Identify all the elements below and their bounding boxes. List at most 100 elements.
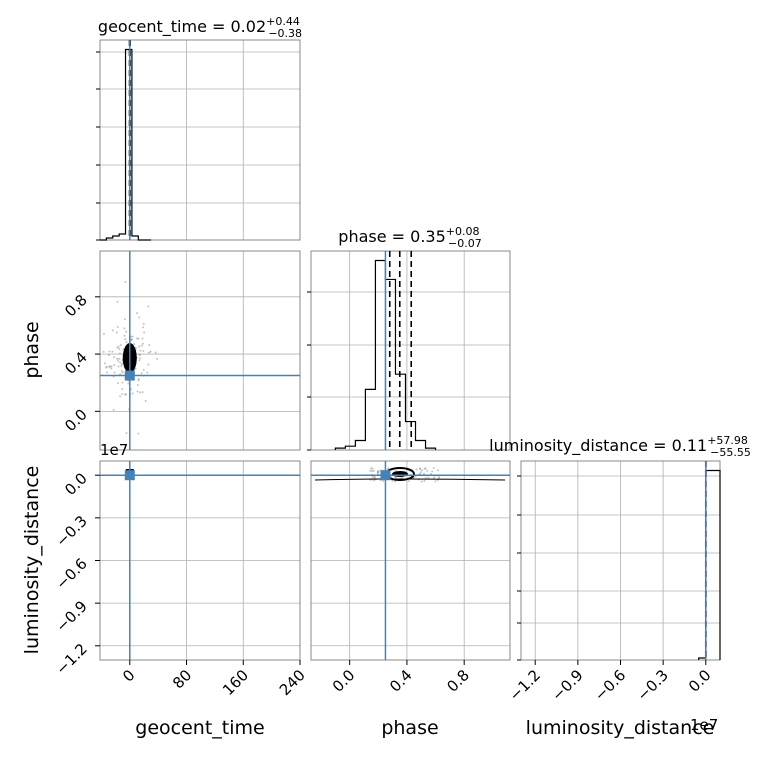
scatter-point [119,343,122,346]
scatter-point [138,391,141,394]
scatter-point [111,350,114,353]
scatter-point [137,377,140,380]
scatter-point [137,345,140,348]
scatter-point [423,472,426,475]
scatter-point [138,359,141,362]
scatter-point [146,371,149,374]
density-contour [392,471,408,477]
scatter-point [434,480,437,483]
scatter-point [154,351,157,354]
scatter-point [140,344,143,347]
scatter-point [420,471,423,474]
scatter-point [117,382,120,385]
scatter-point [123,318,126,321]
scatter-point [371,475,374,478]
truth-marker [380,470,391,481]
scatter-point [121,387,124,390]
tick-label-luminosity-distance: 0.0 [61,469,91,499]
scatter-point [134,346,137,349]
scatter-point [125,432,128,435]
scatter-point [394,480,397,483]
scatter-point [119,395,122,398]
scatter-point [148,343,151,346]
scatter-point [147,363,150,366]
x-axis-label-geocent-time: geocent_time [135,717,264,739]
scatter-point [116,357,119,360]
scatter-point [113,356,116,359]
scatter-point [421,469,424,472]
scatter-point [137,337,140,340]
scatter-point [119,373,122,376]
scatter-point [369,467,372,470]
scatter-point [136,383,139,386]
scatter-point [137,432,140,435]
y-axis-label-luminosity-distance: luminosity_distance [21,466,43,655]
scatter-point [147,305,150,308]
panel-phase-hist [310,250,511,451]
density-contour [314,478,506,481]
tick-label-luminosity-distance: −0.6 [52,555,90,593]
scatter-point [125,341,128,344]
scatter-point [149,350,152,353]
scatter-point [113,371,116,374]
scatter-point [141,342,144,345]
panel-title-luminosity-distance: luminosity_distance = 0.11+57.98 −55.55 [489,434,751,459]
scatter-point [139,357,142,360]
scatter-point [431,470,434,473]
scatter-point [103,362,106,365]
scatter-point [134,367,137,370]
scatter-point [423,479,426,482]
scatter-point [142,322,145,325]
scatter-point [430,472,433,475]
scatter-point [373,476,376,479]
scatter-point [110,367,113,370]
tick-label-luminosity-distance: −0.3 [633,666,671,704]
panel-ld-vs-phase [310,460,511,661]
scatter-point [110,365,113,368]
scatter-point [121,371,124,374]
scatter-point [143,331,146,334]
scatter-point [136,390,139,393]
scatter-point [121,381,124,384]
scatter-point [130,339,133,342]
scatter-point [113,364,116,367]
scatter-point [131,392,134,395]
y-axis-label-phase: phase [21,321,43,378]
hist-luminosity-distance [698,469,721,660]
panel-title-phase: phase = 0.35+0.08 −0.07 [338,225,481,250]
scatter-point [107,354,110,357]
tick-label-luminosity-distance: −1.2 [506,666,544,704]
hist-geocent-time [100,48,152,241]
scatter-point [139,349,142,352]
tick-label-phase: 0.8 [61,291,91,321]
scatter-point [144,399,147,402]
tick-label-phase: 0.4 [386,666,416,696]
scatter-point [139,353,142,356]
scatter-point [136,337,139,340]
tick-label-phase: 0.8 [443,666,473,696]
panel-phase-vs-geocent [99,250,301,451]
scatter-point [141,337,144,340]
scatter-point [121,393,124,396]
tick-label-luminosity-distance: −1.2 [52,640,90,678]
truth-marker [124,370,135,381]
scatter-point [373,469,376,472]
scatter-point [423,467,426,470]
tick-label-phase: 0.0 [61,405,91,435]
scatter-point [115,331,118,334]
scatter-point [432,467,435,470]
tick-label-geocent-time: 160 [219,666,252,699]
scatter-point [387,467,390,470]
scatter-point [120,364,123,367]
tick-label-luminosity-distance: −0.9 [52,597,90,635]
scatter-point [117,345,120,348]
scatter-point [116,300,119,303]
scatter-point [120,362,123,365]
tick-label-geocent-time: 80 [169,666,195,692]
panel-title-geocent-time: geocent_time = 0.02+0.44 −0.38 [98,15,302,40]
scatter-point [102,332,105,335]
scatter-point [427,476,430,479]
scatter-point [420,480,423,483]
scatter-point [391,479,394,482]
scatter-point [382,480,385,483]
